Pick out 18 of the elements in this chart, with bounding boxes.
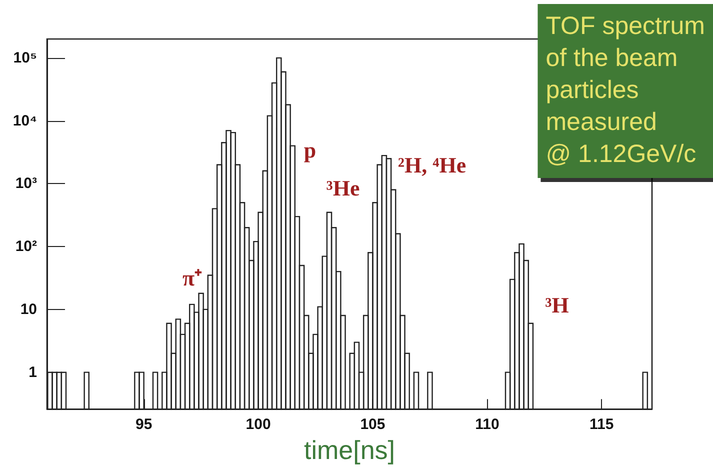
y-tick-label: 1 <box>28 364 37 381</box>
y-tick-label: 10 <box>20 300 37 318</box>
x-tick-label: 115 <box>590 416 614 434</box>
y-tick-label: 10⁴ <box>12 112 37 130</box>
annotation: ²H, ⁴He <box>398 152 466 178</box>
x-tick-label: 95 <box>135 416 152 434</box>
y-tick-label: 10⁵ <box>13 49 37 66</box>
x-tick-label: 110 <box>475 416 500 434</box>
x-axis-title: time[ns] <box>304 435 396 465</box>
x-tick-label: 100 <box>246 416 271 434</box>
x-tick-label: 105 <box>360 416 386 434</box>
y-tick-label: 10² <box>15 238 37 256</box>
annotation: p <box>304 138 316 162</box>
annotation: ³H <box>545 292 569 318</box>
y-tick-label: 10³ <box>15 175 37 192</box>
text: TOF spectrum of the beam particles measured @ 1.12GeV/c <box>546 12 706 168</box>
annotation: ³He <box>326 176 360 200</box>
annotation: π⁺ <box>182 266 203 290</box>
